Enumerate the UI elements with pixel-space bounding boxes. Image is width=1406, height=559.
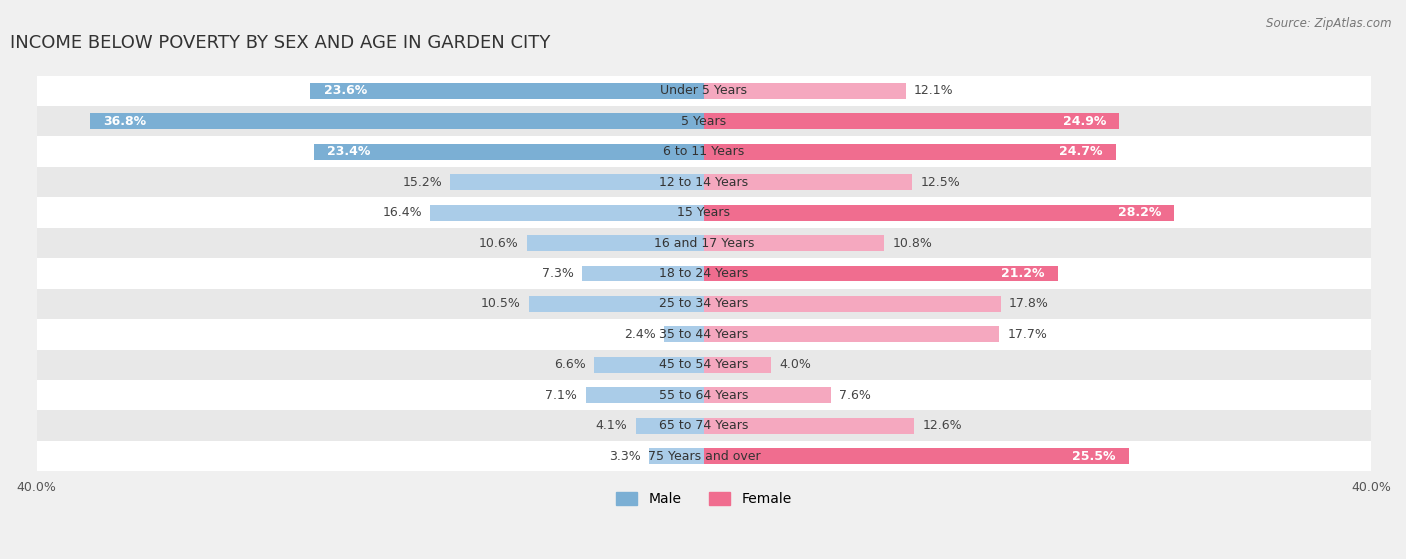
Text: 16.4%: 16.4%	[382, 206, 422, 219]
Text: 12 to 14 Years: 12 to 14 Years	[659, 176, 748, 188]
Bar	[37, 380, 1371, 410]
Bar	[704, 83, 905, 99]
Bar	[593, 357, 704, 373]
Bar	[704, 357, 770, 373]
Text: 10.6%: 10.6%	[479, 236, 519, 249]
Text: 10.8%: 10.8%	[893, 236, 932, 249]
Text: 24.7%: 24.7%	[1059, 145, 1102, 158]
Text: 35 to 44 Years: 35 to 44 Years	[659, 328, 748, 341]
Bar	[37, 441, 1371, 471]
Text: 21.2%: 21.2%	[1001, 267, 1045, 280]
Text: 12.1%: 12.1%	[914, 84, 953, 97]
Bar	[529, 296, 704, 312]
Bar	[37, 319, 1371, 349]
Text: 23.6%: 23.6%	[323, 84, 367, 97]
Bar	[704, 326, 1000, 342]
Bar	[314, 144, 704, 160]
Text: 55 to 64 Years: 55 to 64 Years	[659, 389, 748, 402]
Bar	[37, 288, 1371, 319]
Text: 7.3%: 7.3%	[541, 267, 574, 280]
Text: 18 to 24 Years: 18 to 24 Years	[659, 267, 748, 280]
Text: 7.1%: 7.1%	[546, 389, 578, 402]
Bar	[704, 266, 1057, 281]
Bar	[636, 418, 704, 434]
Bar	[430, 205, 704, 220]
Text: Under 5 Years: Under 5 Years	[661, 84, 748, 97]
Bar	[704, 235, 884, 251]
Text: 17.8%: 17.8%	[1010, 297, 1049, 310]
Text: 6 to 11 Years: 6 to 11 Years	[664, 145, 745, 158]
Text: 24.9%: 24.9%	[1063, 115, 1107, 128]
Bar	[37, 167, 1371, 197]
Bar	[311, 83, 704, 99]
Text: 15 Years: 15 Years	[678, 206, 731, 219]
Bar	[37, 228, 1371, 258]
Text: 3.3%: 3.3%	[609, 449, 641, 463]
Text: 65 to 74 Years: 65 to 74 Years	[659, 419, 748, 432]
Text: 10.5%: 10.5%	[481, 297, 520, 310]
Bar	[37, 258, 1371, 288]
Text: INCOME BELOW POVERTY BY SEX AND AGE IN GARDEN CITY: INCOME BELOW POVERTY BY SEX AND AGE IN G…	[10, 34, 551, 52]
Text: Source: ZipAtlas.com: Source: ZipAtlas.com	[1267, 17, 1392, 30]
Bar	[37, 349, 1371, 380]
Text: 7.6%: 7.6%	[839, 389, 870, 402]
Bar	[450, 174, 704, 190]
Text: 12.5%: 12.5%	[921, 176, 960, 188]
Text: 25 to 34 Years: 25 to 34 Years	[659, 297, 748, 310]
Bar	[704, 296, 1001, 312]
Bar	[664, 326, 704, 342]
Text: 15.2%: 15.2%	[402, 176, 441, 188]
Text: 4.0%: 4.0%	[779, 358, 811, 371]
Text: 16 and 17 Years: 16 and 17 Years	[654, 236, 754, 249]
Text: 4.1%: 4.1%	[596, 419, 627, 432]
Bar	[704, 144, 1116, 160]
Text: 6.6%: 6.6%	[554, 358, 585, 371]
Bar	[585, 387, 704, 403]
Bar	[704, 113, 1119, 129]
Bar	[704, 387, 831, 403]
Bar	[704, 205, 1174, 220]
Bar	[37, 197, 1371, 228]
Bar	[582, 266, 704, 281]
Text: 2.4%: 2.4%	[624, 328, 655, 341]
Text: 23.4%: 23.4%	[328, 145, 370, 158]
Text: 5 Years: 5 Years	[682, 115, 727, 128]
Text: 75 Years and over: 75 Years and over	[648, 449, 761, 463]
Bar	[37, 136, 1371, 167]
Bar	[37, 410, 1371, 441]
Text: 36.8%: 36.8%	[104, 115, 146, 128]
Bar	[704, 448, 1129, 464]
Text: 45 to 54 Years: 45 to 54 Years	[659, 358, 748, 371]
Legend: Male, Female: Male, Female	[612, 487, 797, 512]
Bar	[37, 75, 1371, 106]
Bar	[704, 174, 912, 190]
Text: 12.6%: 12.6%	[922, 419, 962, 432]
Bar	[527, 235, 704, 251]
Bar	[90, 113, 704, 129]
Text: 25.5%: 25.5%	[1073, 449, 1116, 463]
Bar	[650, 448, 704, 464]
Bar	[37, 106, 1371, 136]
Bar	[704, 418, 914, 434]
Text: 17.7%: 17.7%	[1008, 328, 1047, 341]
Text: 28.2%: 28.2%	[1118, 206, 1161, 219]
